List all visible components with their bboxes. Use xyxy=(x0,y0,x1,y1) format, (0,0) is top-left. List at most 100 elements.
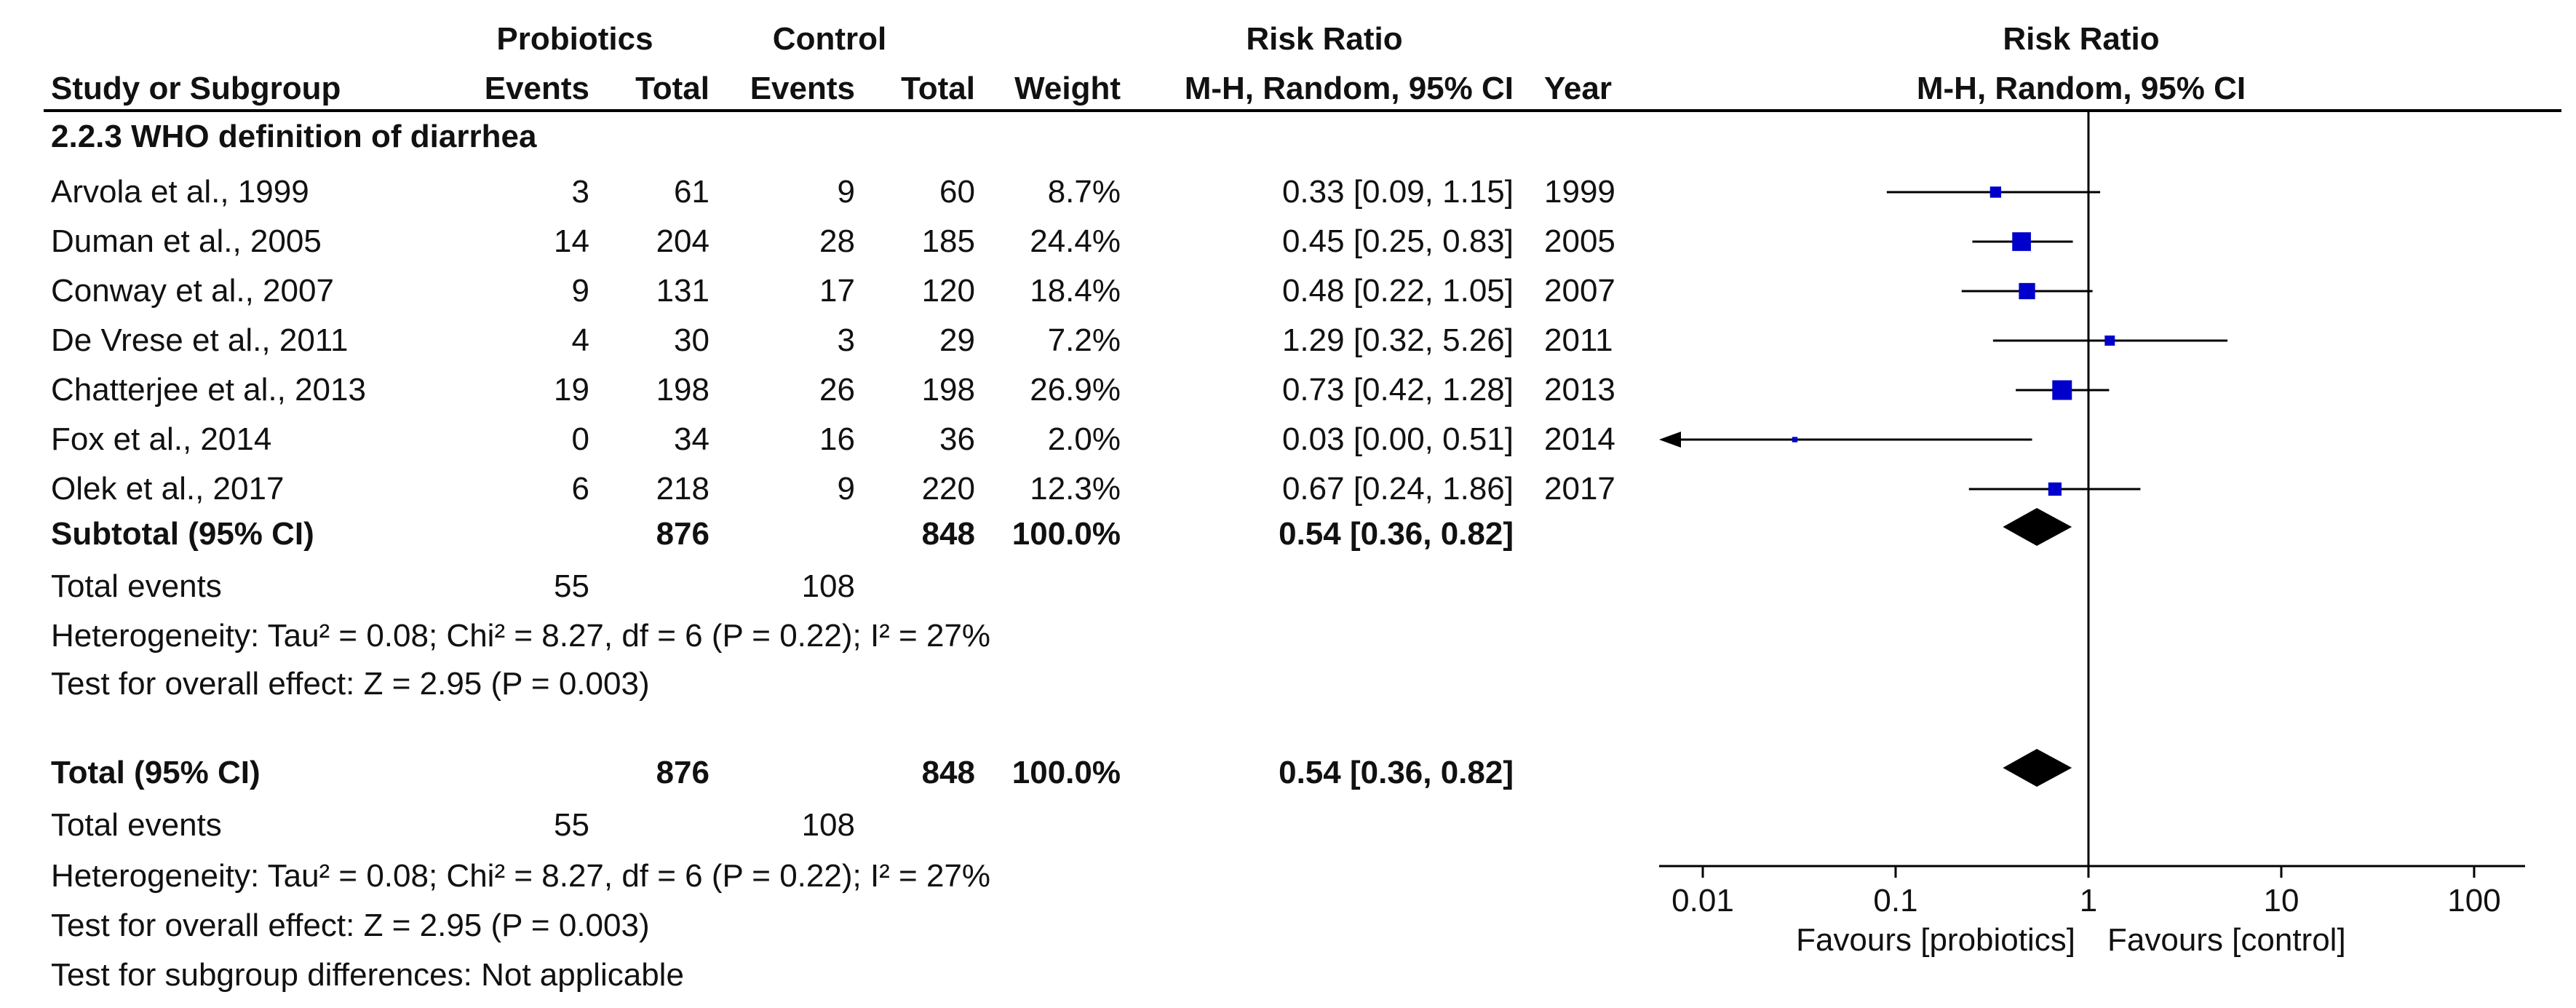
subtotal-events-label: Total events xyxy=(51,568,222,604)
header-probiotics: Probiotics xyxy=(496,21,653,57)
study-square xyxy=(1792,437,1798,443)
subtotal-ci: 0.54 [0.36, 0.82] xyxy=(1279,516,1514,552)
study-name: Olek et al., 2017 xyxy=(51,471,285,507)
total-heterogeneity: Heterogeneity: Tau² = 0.08; Chi² = 8.27,… xyxy=(51,858,991,894)
study-square xyxy=(1989,186,2002,198)
subtotal-events-exp: 55 xyxy=(554,568,589,604)
subgroup-differences: Test for subgroup differences: Not appli… xyxy=(51,957,684,993)
total-events-ctl: 108 xyxy=(801,807,855,843)
subtotal-label: Subtotal (95% CI) xyxy=(51,516,314,552)
x-tick-label: 1 xyxy=(2080,883,2097,918)
study-name: Duman et al., 2005 xyxy=(51,223,322,259)
study-name: Fox et al., 2014 xyxy=(51,421,272,457)
header-risk-ratio-plot: Risk Ratio xyxy=(2003,21,2160,57)
total-events-label: Total events xyxy=(51,807,222,843)
weight: 12.3% xyxy=(1030,471,1121,507)
risk-ratio-ci: 0.03 [0.00, 0.51] xyxy=(1281,421,1514,457)
header-year: Year xyxy=(1544,71,1612,106)
risk-ratio-ci: 0.73 [0.42, 1.28] xyxy=(1281,372,1514,408)
risk-ratio-ci: 0.48 [0.22, 1.05] xyxy=(1281,273,1514,309)
pooled-diamond xyxy=(2003,749,2072,787)
events-exp: 4 xyxy=(571,322,589,358)
study-square xyxy=(2019,282,2035,300)
header-method: M-H, Random, 95% CI xyxy=(1184,71,1514,106)
total-ctl: 220 xyxy=(921,471,975,507)
year: 2013 xyxy=(1544,372,1615,408)
favours-left-label: Favours [probiotics] xyxy=(1796,922,2075,958)
total-ctl: 185 xyxy=(921,223,975,259)
total-ctl: 36 xyxy=(939,421,975,457)
total-events-exp: 55 xyxy=(554,807,589,843)
total-ctl: 120 xyxy=(921,273,975,309)
weight: 8.7% xyxy=(1047,174,1121,210)
events-exp: 9 xyxy=(571,273,589,309)
subtotal-overall-effect: Test for overall effect: Z = 2.95 (P = 0… xyxy=(51,666,650,702)
header-divider xyxy=(44,109,2561,112)
subtotal-events-ctl: 108 xyxy=(801,568,855,604)
study-square xyxy=(2104,336,2115,346)
subgroup-title: 2.2.3 WHO definition of diarrhea xyxy=(51,119,537,154)
study-square xyxy=(2012,232,2031,251)
risk-ratio-ci: 0.45 [0.25, 0.83] xyxy=(1281,223,1514,259)
events-exp: 6 xyxy=(571,471,589,507)
total-exp: 204 xyxy=(656,223,709,259)
header-events-ctl: Events xyxy=(750,71,855,106)
year: 2011 xyxy=(1544,322,1613,358)
events-ctl: 3 xyxy=(837,322,855,358)
study-name: Conway et al., 2007 xyxy=(51,273,334,309)
weight: 18.4% xyxy=(1030,273,1121,309)
total-ctl: 29 xyxy=(939,322,975,358)
study-square xyxy=(2048,482,2062,496)
total-exp: 198 xyxy=(656,372,709,408)
subtotal-weight: 100.0% xyxy=(1011,516,1121,552)
year: 1999 xyxy=(1544,174,1615,210)
events-ctl: 17 xyxy=(819,273,855,309)
study-name: Chatterjee et al., 2013 xyxy=(51,372,366,408)
events-ctl: 16 xyxy=(819,421,855,457)
total-ctl: 198 xyxy=(921,372,975,408)
weight: 24.4% xyxy=(1030,223,1121,259)
x-tick-label: 10 xyxy=(2264,883,2299,918)
ci-arrow-left xyxy=(1659,432,1681,448)
subtotal-total-ctl: 848 xyxy=(921,516,975,552)
header-total-ctl: Total xyxy=(901,71,975,106)
events-exp: 14 xyxy=(554,223,589,259)
subtotal-total-exp: 876 xyxy=(656,516,709,552)
weight: 26.9% xyxy=(1030,372,1121,408)
events-exp: 0 xyxy=(571,421,589,457)
total-total-exp: 876 xyxy=(656,755,709,790)
events-exp: 3 xyxy=(571,174,589,210)
favours-right-label: Favours [control] xyxy=(2107,922,2346,958)
total-ci: 0.54 [0.36, 0.82] xyxy=(1279,755,1514,790)
header-total-exp: Total xyxy=(635,71,709,106)
total-overall-effect: Test for overall effect: Z = 2.95 (P = 0… xyxy=(51,908,650,943)
total-exp: 61 xyxy=(674,174,709,210)
total-exp: 218 xyxy=(656,471,709,507)
study-name: De Vrese et al., 2011 xyxy=(51,322,349,358)
x-tick-label: 100 xyxy=(2447,883,2500,918)
header-weight: Weight xyxy=(1014,71,1121,106)
weight: 7.2% xyxy=(1047,322,1121,358)
risk-ratio-ci: 0.67 [0.24, 1.86] xyxy=(1281,471,1514,507)
year: 2005 xyxy=(1544,223,1615,259)
year: 2017 xyxy=(1544,471,1615,507)
total-label: Total (95% CI) xyxy=(51,755,261,790)
pooled-diamond xyxy=(2003,508,2072,546)
total-exp: 34 xyxy=(674,421,709,457)
total-ctl: 60 xyxy=(939,174,975,210)
header-method-plot: M-H, Random, 95% CI xyxy=(1916,71,2246,106)
study-name: Arvola et al., 1999 xyxy=(51,174,309,210)
study-square xyxy=(2052,380,2072,400)
header-risk-ratio: Risk Ratio xyxy=(1246,21,1403,57)
x-tick-label: 0.01 xyxy=(1671,883,1734,918)
events-ctl: 9 xyxy=(837,174,855,210)
header-control: Control xyxy=(772,21,887,57)
subtotal-heterogeneity: Heterogeneity: Tau² = 0.08; Chi² = 8.27,… xyxy=(51,618,991,654)
risk-ratio-ci: 1.29 [0.32, 5.26] xyxy=(1281,322,1514,358)
events-ctl: 26 xyxy=(819,372,855,408)
x-tick-label: 0.1 xyxy=(1873,883,1917,918)
total-exp: 30 xyxy=(674,322,709,358)
year: 2007 xyxy=(1544,273,1615,309)
events-exp: 19 xyxy=(554,372,589,408)
